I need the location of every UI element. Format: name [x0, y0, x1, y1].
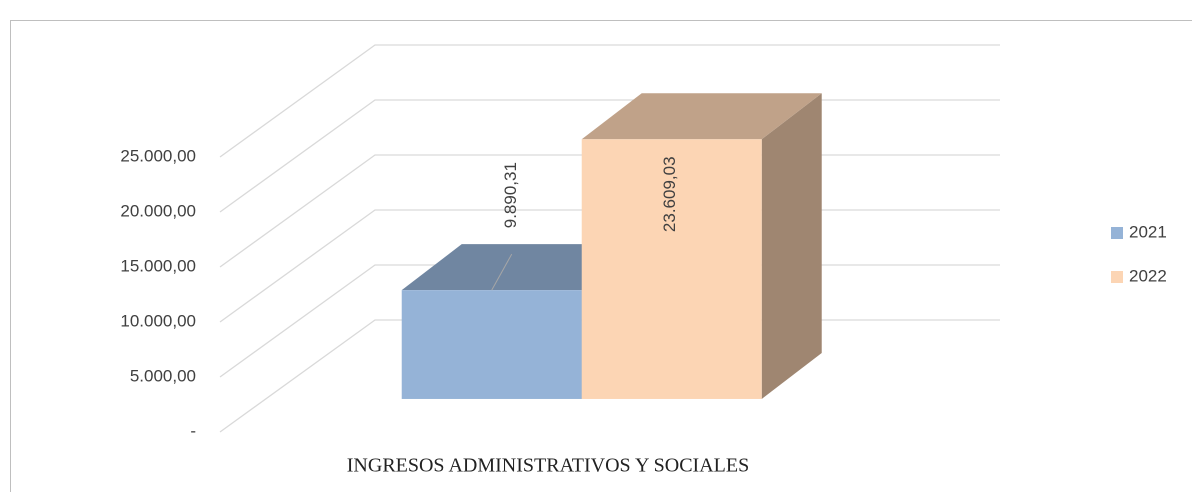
leader-line — [491, 253, 513, 291]
y-tick-label: 15.000,00 — [120, 256, 196, 275]
y-tick-label: 5.000,00 — [130, 366, 196, 385]
y-tick-label: - — [190, 421, 196, 440]
grid-line — [219, 44, 1000, 158]
legend-swatch — [1111, 227, 1123, 239]
y-tick-label: 20.000,00 — [120, 201, 196, 220]
bar — [581, 139, 762, 399]
y-tick-label: 25.000,00 — [120, 146, 196, 165]
bar — [401, 290, 582, 399]
legend-label: 2022 — [1129, 266, 1167, 285]
bar-top — [581, 93, 822, 140]
legend-swatch — [1111, 271, 1123, 283]
bar-side — [761, 93, 822, 399]
x-category-label: INGRESOS ADMINISTRATIVOS Y SOCIALES — [347, 455, 749, 477]
data-label: 9.890,31 — [501, 162, 520, 228]
y-tick-label: 10.000,00 — [120, 311, 196, 330]
data-label: 23.609,03 — [660, 156, 679, 232]
legend-label: 2021 — [1129, 222, 1167, 241]
